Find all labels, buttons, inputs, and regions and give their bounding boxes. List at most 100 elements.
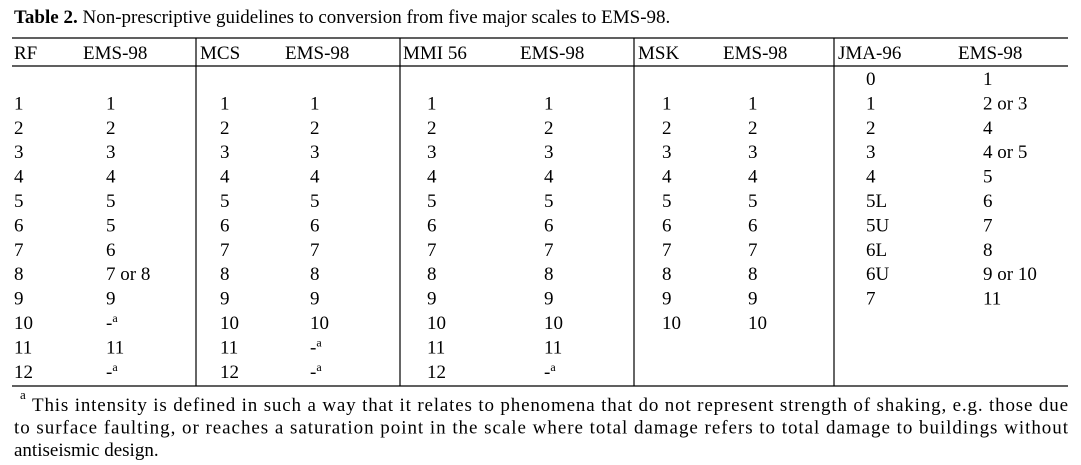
cell: 6L [866,240,887,261]
cell: 2 [220,118,230,139]
cell: 7 [983,215,993,236]
cell: 6 [662,215,672,236]
cell-text: - [310,337,316,358]
cell: 5 [220,191,230,212]
caption: Table 2. Non-prescriptive guidelines to … [14,7,670,28]
cell: 5 [748,191,758,212]
cell: 9 [310,289,320,310]
header-cell: RF [14,43,37,64]
header-cell: EMS-98 [285,43,349,64]
cell: 2 [866,118,876,139]
cell: 1 [14,93,24,114]
cell: 9 [748,289,758,310]
cell: 5 [14,191,24,212]
cell: 8 [544,264,554,285]
cell: 4 [983,118,993,139]
cell: 1 [310,93,320,114]
cell: 12 [14,362,33,383]
cell: -a [544,360,556,383]
cell: 7 or 8 [106,264,150,285]
cell: 4 [866,167,876,188]
cell: 6 [983,191,993,212]
cell: 2 [310,118,320,139]
cell: 3 [220,142,230,163]
cell: 4 [310,167,320,188]
cell: 6 [310,215,320,236]
cell: 4 [14,167,24,188]
cell: 7 [14,240,24,261]
caption-text: Non-prescriptive guidelines to conversio… [78,7,671,28]
cell: 3 [310,142,320,163]
cell: 9 [14,289,24,310]
footnote-mark: a [20,387,26,402]
cell: 9 [427,289,437,310]
cell: 4 [748,167,758,188]
cell: 11 [220,337,238,358]
cell: 5 [544,191,554,212]
cell: 5U [866,215,890,236]
cell: 4 or 5 [983,142,1027,163]
cell: 8 [662,264,672,285]
cell: 3 [748,142,758,163]
cell: 10 [14,313,33,334]
cell-note: a [550,360,556,374]
cell: 2 [662,118,672,139]
cell: 6 [544,215,554,236]
cell: 6 [14,215,24,236]
cell: 8 [220,264,230,285]
cell: 11 [106,337,124,358]
cell: 3 [106,142,116,163]
header-cell: EMS-98 [83,43,147,64]
cell-note: a [112,311,118,325]
header-cell: EMS-98 [723,43,787,64]
cell: 11 [544,337,562,358]
cell: 8 [983,240,993,261]
cell: 2 [427,118,437,139]
cell: -a [106,311,118,334]
cell-text: - [544,362,550,383]
cell: 10 [427,313,446,334]
cell: 2 [106,118,116,139]
cell: 7 [427,240,437,261]
header-cell: EMS-98 [958,43,1022,64]
table-body: RF EMS-98 MCS EMS-98 MMI 56 EMS-98 MSK EMS-98 JM… [14,43,1037,383]
cell-note: a [316,360,322,374]
cell: 11 [427,337,445,358]
cell: 5 [310,191,320,212]
cell: 1 [866,93,876,114]
cell: 9 or 10 [983,264,1037,285]
cell: 7 [310,240,320,261]
header-cell: MMI 56 [403,43,467,64]
cell: 9 [544,289,554,310]
cell: 2 or 3 [983,93,1027,114]
cell-note: a [316,335,322,349]
cell: 9 [662,289,672,310]
cell: -a [310,360,322,383]
cell: 4 [220,167,230,188]
cell-text: - [106,313,112,334]
footnote-line: This intensity is defined in such a way … [32,395,1068,416]
cell: 7 [748,240,758,261]
cell: 9 [106,289,116,310]
header-cell: MCS [200,43,240,64]
cell: 1 [983,69,993,90]
cell: 8 [310,264,320,285]
cell: 12 [427,362,446,383]
cell: 6 [427,215,437,236]
header-cell: EMS-98 [520,43,584,64]
cell: 3 [662,142,672,163]
cell: 10 [544,313,563,334]
cell: 10 [748,313,767,334]
cell: 4 [106,167,116,188]
cell: 3 [427,142,437,163]
cell: 4 [662,167,672,188]
footnote-line: to surface faulting, or reaches a satura… [14,418,1069,439]
cell: 5 [427,191,437,212]
cell: 2 [748,118,758,139]
cell: 2 [544,118,554,139]
cell: 1 [220,93,230,114]
cell: 11 [14,337,32,358]
cell: 7 [220,240,230,261]
cell: 1 [544,93,554,114]
